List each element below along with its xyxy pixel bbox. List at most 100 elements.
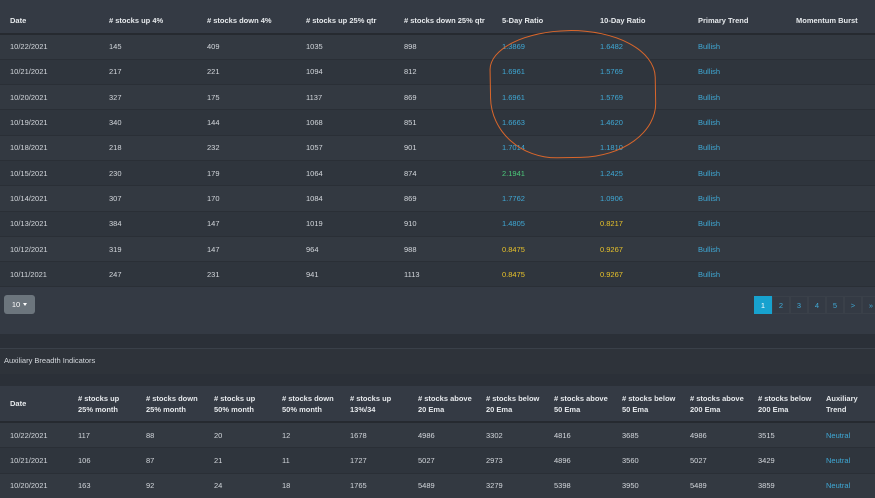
cell-momentum-burst bbox=[786, 135, 875, 161]
cell-stocks-up-25-qtr: 1084 bbox=[296, 185, 394, 212]
cell-primary-trend[interactable]: Bullish bbox=[688, 59, 786, 86]
aux-col-12[interactable]: Auxiliary Trend bbox=[816, 386, 875, 423]
cell-stocks-down-4: 147 bbox=[197, 236, 296, 263]
cell-stocks-up-4: 384 bbox=[99, 211, 197, 237]
aux-cell-value: 87 bbox=[136, 447, 204, 474]
cell-5-day-ratio: 1.7014 bbox=[492, 135, 590, 161]
aux-cell-date: 10/20/2021 bbox=[0, 473, 68, 498]
cell-date: 10/15/2021 bbox=[0, 160, 99, 187]
col-stocks-up-4[interactable]: # stocks up 4% bbox=[99, 8, 197, 35]
page-3-button[interactable]: 3 bbox=[790, 296, 808, 314]
cell-stocks-down-25-qtr: 898 bbox=[394, 34, 492, 60]
col-stocks-up-25-qtr[interactable]: # stocks up 25% qtr bbox=[296, 8, 394, 35]
aux-col-4[interactable]: # stocks down 50% month bbox=[272, 386, 340, 423]
aux-table-row: 10/21/2021 106 87 21 11 1727 5027 2973 4896 3560 5… bbox=[0, 447, 875, 474]
cell-primary-trend[interactable]: Bullish bbox=[688, 109, 786, 136]
cell-stocks-up-4: 247 bbox=[99, 261, 197, 288]
cell-momentum-burst bbox=[786, 59, 875, 86]
col-momentum-burst[interactable]: Momentum Burst bbox=[786, 8, 875, 35]
aux-cell-value: 3950 bbox=[612, 473, 680, 498]
table-row: 10/20/2021 327 175 1137 869 1.6961 1.5769 Bulli… bbox=[0, 84, 875, 111]
page-2-button[interactable]: 2 bbox=[772, 296, 790, 314]
cell-stocks-down-25-qtr: 851 bbox=[394, 109, 492, 136]
cell-stocks-down-25-qtr: 869 bbox=[394, 185, 492, 212]
aux-col-11[interactable]: # stocks below 200 Ema bbox=[748, 386, 816, 423]
cell-stocks-down-4: 232 bbox=[197, 135, 296, 161]
page-1-button[interactable]: 1 bbox=[754, 296, 772, 314]
aux-cell-trend[interactable]: Neutral bbox=[816, 447, 875, 474]
table-row: 10/15/2021 230 179 1064 874 2.1941 1.2425 Bulli… bbox=[0, 160, 875, 187]
cell-5-day-ratio: 2.1941 bbox=[492, 160, 590, 187]
aux-cell-value: 21 bbox=[204, 447, 272, 474]
col-stocks-down-4[interactable]: # stocks down 4% bbox=[197, 8, 296, 35]
cell-stocks-down-4: 170 bbox=[197, 185, 296, 212]
page-4-button[interactable]: 4 bbox=[808, 296, 826, 314]
cell-primary-trend[interactable]: Bullish bbox=[688, 236, 786, 263]
aux-cell-value: 5027 bbox=[408, 447, 476, 474]
page-size-dropdown[interactable]: 10 bbox=[4, 295, 35, 314]
cell-5-day-ratio: 1.4805 bbox=[492, 211, 590, 237]
aux-cell-value: 117 bbox=[68, 422, 136, 448]
aux-section-header bbox=[0, 348, 875, 374]
table-row: 10/13/2021 384 147 1019 910 1.4805 0.8217 Bulli… bbox=[0, 211, 875, 237]
aux-cell-date: 10/22/2021 bbox=[0, 422, 68, 448]
aux-cell-value: 1727 bbox=[340, 447, 408, 474]
cell-date: 10/22/2021 bbox=[0, 34, 99, 60]
cell-stocks-up-25-qtr: 1057 bbox=[296, 135, 394, 161]
cell-stocks-up-25-qtr: 1137 bbox=[296, 84, 394, 111]
cell-date: 10/13/2021 bbox=[0, 211, 99, 237]
aux-cell-value: 4986 bbox=[680, 422, 748, 448]
breadth-table-header: Date # stocks up 4% # stocks down 4% # s… bbox=[0, 8, 875, 35]
aux-cell-value: 3560 bbox=[612, 447, 680, 474]
aux-cell-value: 3302 bbox=[476, 422, 544, 448]
cell-10-day-ratio: 1.2425 bbox=[590, 160, 688, 187]
table-row: 10/11/2021 247 231 941 1113 0.8475 0.9267 Bulli… bbox=[0, 261, 875, 288]
cell-primary-trend[interactable]: Bullish bbox=[688, 160, 786, 187]
cell-stocks-up-25-qtr: 1094 bbox=[296, 59, 394, 86]
cell-primary-trend[interactable]: Bullish bbox=[688, 135, 786, 161]
aux-col-1[interactable]: # stocks up 25% month bbox=[68, 386, 136, 423]
aux-col-10[interactable]: # stocks above 200 Ema bbox=[680, 386, 748, 423]
aux-col-3[interactable]: # stocks up 50% month bbox=[204, 386, 272, 423]
cell-stocks-down-25-qtr: 1113 bbox=[394, 261, 492, 288]
aux-col-9[interactable]: # stocks below 50 Ema bbox=[612, 386, 680, 423]
aux-cell-trend[interactable]: Neutral bbox=[816, 473, 875, 498]
cell-stocks-up-4: 145 bbox=[99, 34, 197, 60]
cell-date: 10/14/2021 bbox=[0, 185, 99, 212]
aux-cell-value: 2973 bbox=[476, 447, 544, 474]
cell-stocks-down-4: 231 bbox=[197, 261, 296, 288]
cell-stocks-up-25-qtr: 964 bbox=[296, 236, 394, 263]
cell-primary-trend[interactable]: Bullish bbox=[688, 185, 786, 212]
aux-cell-trend[interactable]: Neutral bbox=[816, 422, 875, 448]
next-page-button[interactable]: > bbox=[844, 296, 862, 314]
cell-momentum-burst bbox=[786, 34, 875, 60]
cell-date: 10/11/2021 bbox=[0, 261, 99, 288]
cell-primary-trend[interactable]: Bullish bbox=[688, 34, 786, 60]
aux-col-7[interactable]: # stocks below 20 Ema bbox=[476, 386, 544, 423]
aux-cell-value: 24 bbox=[204, 473, 272, 498]
cell-momentum-burst bbox=[786, 185, 875, 212]
aux-table-row: 10/22/2021 117 88 20 12 1678 4986 3302 4816 3685 4… bbox=[0, 422, 875, 448]
cell-primary-trend[interactable]: Bullish bbox=[688, 261, 786, 288]
aux-col-5[interactable]: # stocks up 13%/34 bbox=[340, 386, 408, 423]
cell-primary-trend[interactable]: Bullish bbox=[688, 84, 786, 111]
cell-momentum-burst bbox=[786, 160, 875, 187]
aux-cell-value: 163 bbox=[68, 473, 136, 498]
col-10-day-ratio[interactable]: 10-Day Ratio bbox=[590, 8, 688, 35]
col-5-day-ratio[interactable]: 5-Day Ratio bbox=[492, 8, 590, 35]
col-stocks-down-25-qtr[interactable]: # stocks down 25% qtr bbox=[394, 8, 492, 35]
cell-stocks-down-25-qtr: 874 bbox=[394, 160, 492, 187]
aux-col-2[interactable]: # stocks down 25% month bbox=[136, 386, 204, 423]
aux-cell-value: 3279 bbox=[476, 473, 544, 498]
page-5-button[interactable]: 5 bbox=[826, 296, 844, 314]
cell-stocks-down-25-qtr: 869 bbox=[394, 84, 492, 111]
aux-col-0[interactable]: Date bbox=[0, 386, 68, 423]
col-date[interactable]: Date bbox=[0, 8, 99, 35]
col-primary-trend[interactable]: Primary Trend bbox=[688, 8, 786, 35]
aux-col-8[interactable]: # stocks above 50 Ema bbox=[544, 386, 612, 423]
cell-primary-trend[interactable]: Bullish bbox=[688, 211, 786, 237]
aux-col-6[interactable]: # stocks above 20 Ema bbox=[408, 386, 476, 423]
last-page-button[interactable]: » bbox=[862, 296, 875, 314]
cell-momentum-burst bbox=[786, 236, 875, 263]
cell-10-day-ratio: 1.5769 bbox=[590, 84, 688, 111]
